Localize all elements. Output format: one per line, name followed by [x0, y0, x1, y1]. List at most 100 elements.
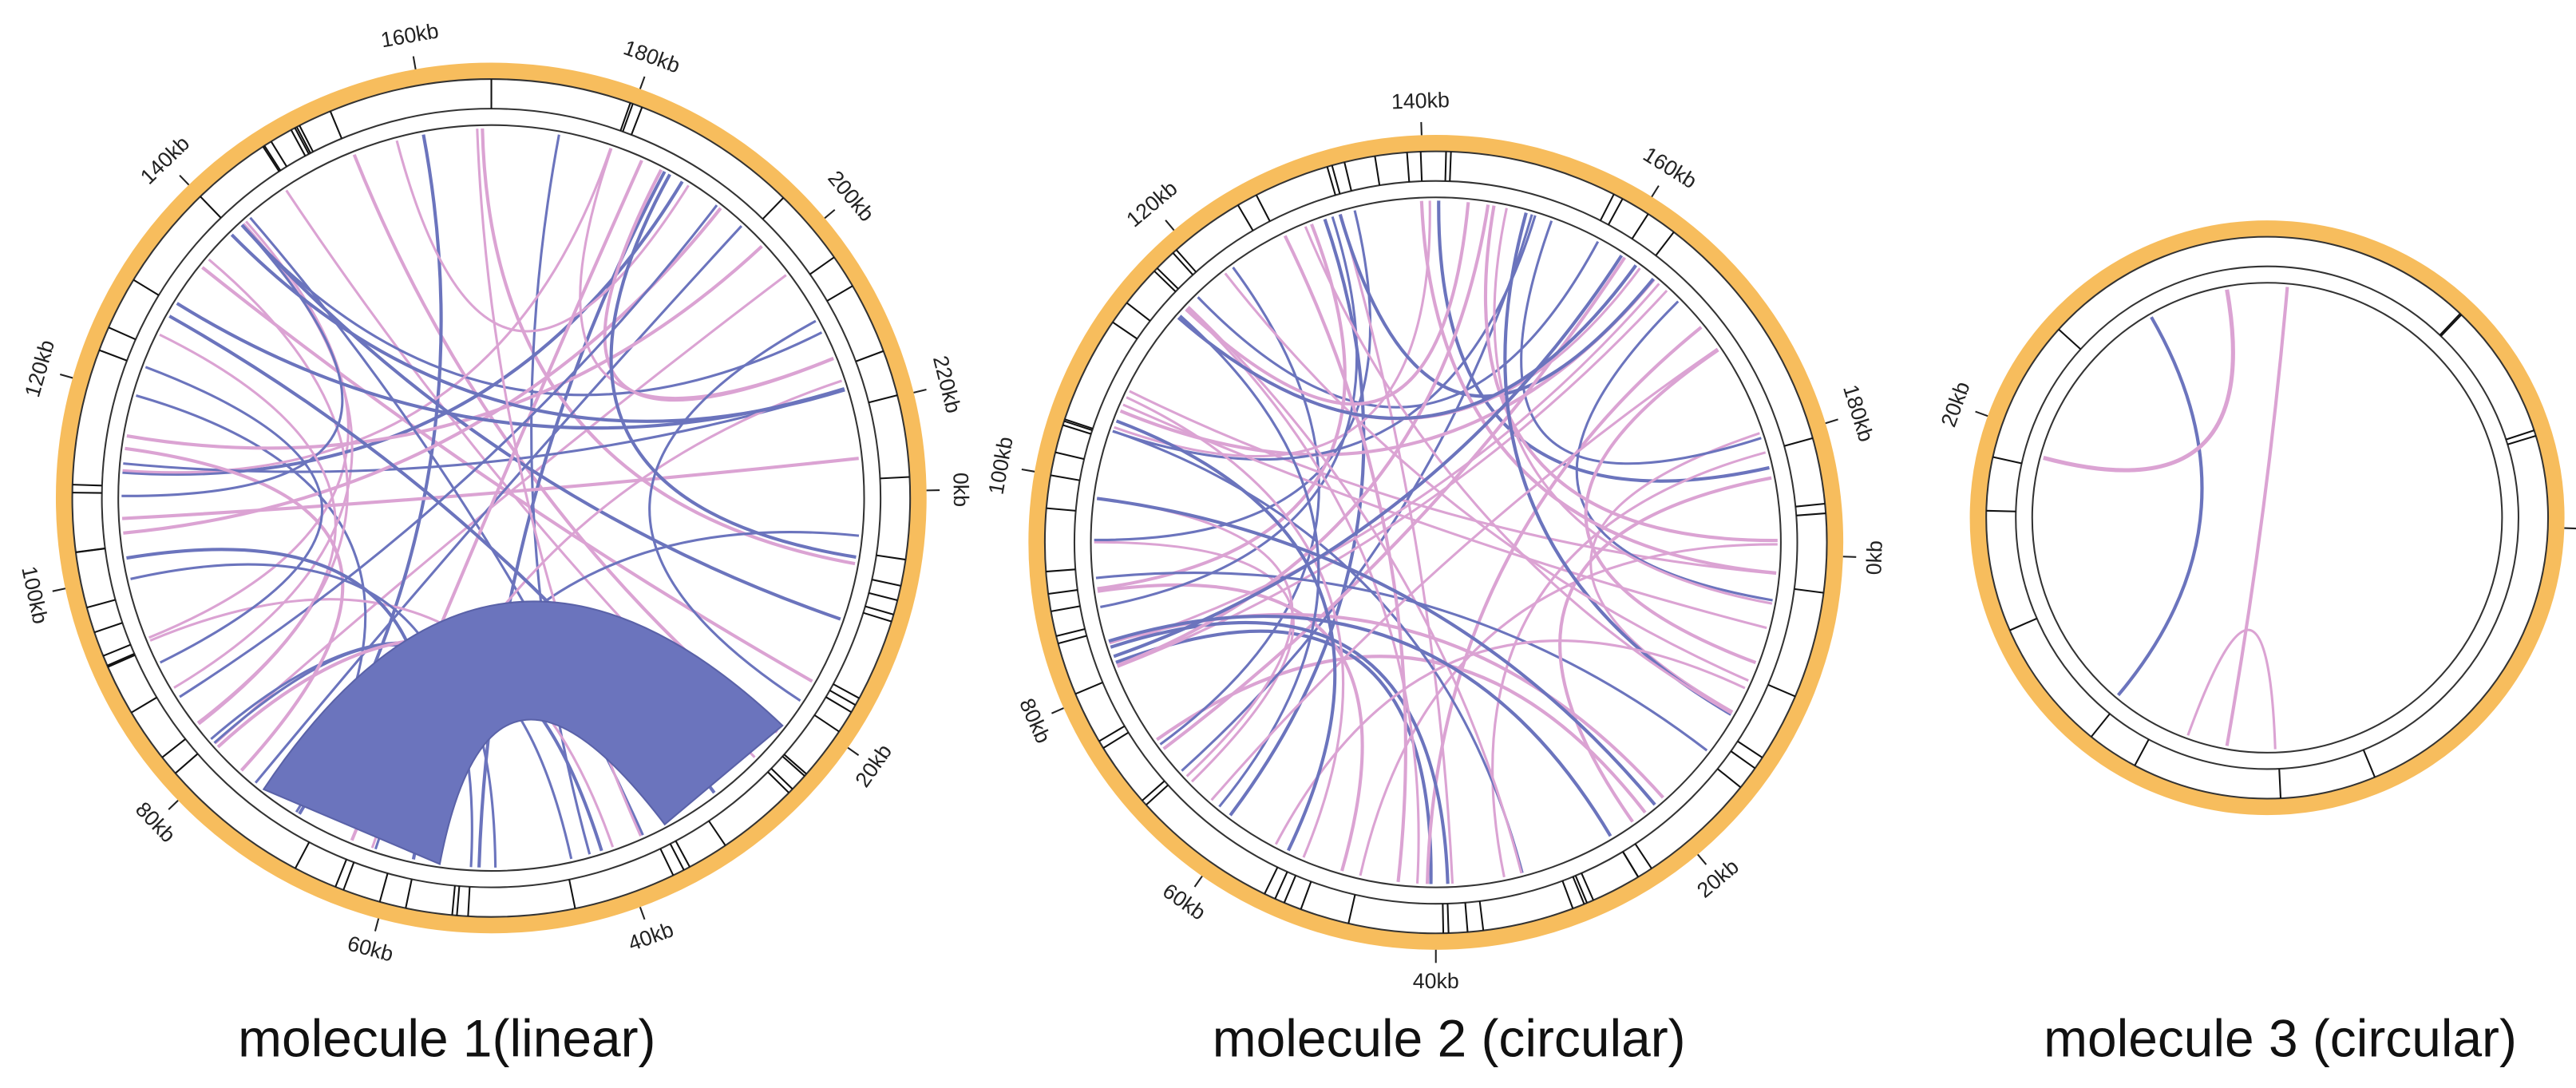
tick-label: 220kb [928, 354, 966, 416]
feature-mark [1102, 731, 1130, 749]
link [1304, 226, 1733, 715]
feature-mark [809, 256, 835, 275]
feature-mark [1058, 635, 1087, 645]
link [1210, 347, 1719, 801]
link [1483, 205, 1778, 543]
feature-mark [334, 859, 347, 888]
feature-mark [1794, 588, 1824, 594]
feature-mark [456, 885, 461, 916]
feature-mark [1283, 875, 1297, 904]
feature-mark [1634, 843, 1652, 869]
tick-label: 140kb [1391, 88, 1450, 114]
link [579, 148, 834, 400]
feature-mark [2439, 313, 2461, 336]
feature-mark [1464, 902, 1469, 932]
tick-mark [179, 175, 190, 186]
feature-mark [1581, 872, 1594, 901]
link [530, 134, 592, 855]
link [1094, 540, 1295, 783]
tick-mark [52, 588, 66, 592]
feature-mark [669, 843, 685, 871]
feature-mark [270, 140, 288, 168]
feature-mark [2507, 434, 2537, 445]
feature-mark [880, 476, 910, 480]
circos-plot: 160kb 180kb200kb220kb0kb20kb40kb60kb80kb1… [17, 18, 973, 1067]
caption: molecule 3 (circular) [2044, 1009, 2517, 1068]
tick-mark [412, 56, 417, 69]
feature-mark [1237, 204, 1254, 231]
feature-mark [2134, 738, 2150, 766]
tick-label: 40kb [625, 917, 677, 955]
link [1229, 218, 1366, 817]
feature-mark [133, 279, 160, 296]
feature-mark [98, 349, 128, 362]
feature-mark [708, 820, 726, 846]
tick-mark [824, 208, 836, 220]
feature-mark [762, 197, 785, 220]
feature-mark [86, 599, 116, 609]
link [1359, 543, 1778, 876]
link [144, 366, 323, 664]
link [2116, 316, 2204, 697]
feature-mark [1986, 509, 2016, 512]
tick-label: 160kb [379, 18, 441, 52]
link [1339, 213, 1454, 884]
link [1584, 348, 1757, 665]
feature-mark [829, 689, 857, 706]
link [1177, 264, 1637, 420]
tick-mark [1697, 853, 1707, 865]
feature-mark [1374, 156, 1381, 186]
link [1094, 210, 1372, 541]
feature-mark [1175, 249, 1197, 273]
link [159, 333, 337, 724]
feature-mark [1048, 589, 1078, 595]
link [1589, 432, 1760, 713]
feature-mark [865, 605, 894, 615]
link [125, 446, 345, 772]
feature-mark [1783, 437, 1814, 447]
tick-mark [2564, 527, 2576, 530]
feature-mark [622, 103, 634, 133]
tick-mark [1021, 468, 1035, 473]
feature-mark [1274, 871, 1288, 900]
feature-mark [1264, 867, 1279, 895]
tick-label: 0kb [1862, 540, 1886, 576]
tick-mark [1825, 418, 1838, 425]
tick-label: 80kb [1015, 694, 1055, 746]
feature-mark [263, 145, 282, 172]
feature-mark [93, 622, 123, 634]
feature-mark [2058, 328, 2082, 350]
feature-mark [675, 840, 690, 868]
feature-mark [2506, 429, 2534, 441]
feature-mark [1406, 152, 1411, 182]
link [1283, 235, 1407, 883]
tick-label: 180kb [1838, 382, 1878, 444]
tick-mark [1051, 707, 1064, 714]
ribbon-link [262, 600, 784, 865]
tick-label: 160kb [1639, 142, 1701, 193]
feature-mark [1046, 507, 1076, 512]
link [149, 598, 615, 848]
feature-mark [1599, 193, 1615, 221]
feature-mark [1442, 904, 1445, 934]
tick-mark [374, 918, 380, 932]
tick-mark [1651, 185, 1660, 198]
caption: molecule 1(linear) [238, 1009, 655, 1068]
inner-circle [2031, 282, 2503, 754]
feature-mark [1063, 420, 1093, 432]
tick-label: 180kb [620, 35, 683, 77]
feature-mark [102, 643, 131, 657]
feature-mark [1561, 880, 1574, 909]
link [1558, 476, 1772, 823]
feature-mark [782, 755, 805, 777]
feature-mark [1064, 418, 1094, 429]
link [1097, 223, 1347, 591]
feature-mark [1767, 683, 1796, 698]
feature-mark [767, 771, 789, 793]
feature-mark [770, 768, 793, 790]
link [1493, 208, 1773, 605]
feature-mark [783, 754, 807, 775]
link [395, 140, 690, 333]
link [179, 204, 718, 698]
